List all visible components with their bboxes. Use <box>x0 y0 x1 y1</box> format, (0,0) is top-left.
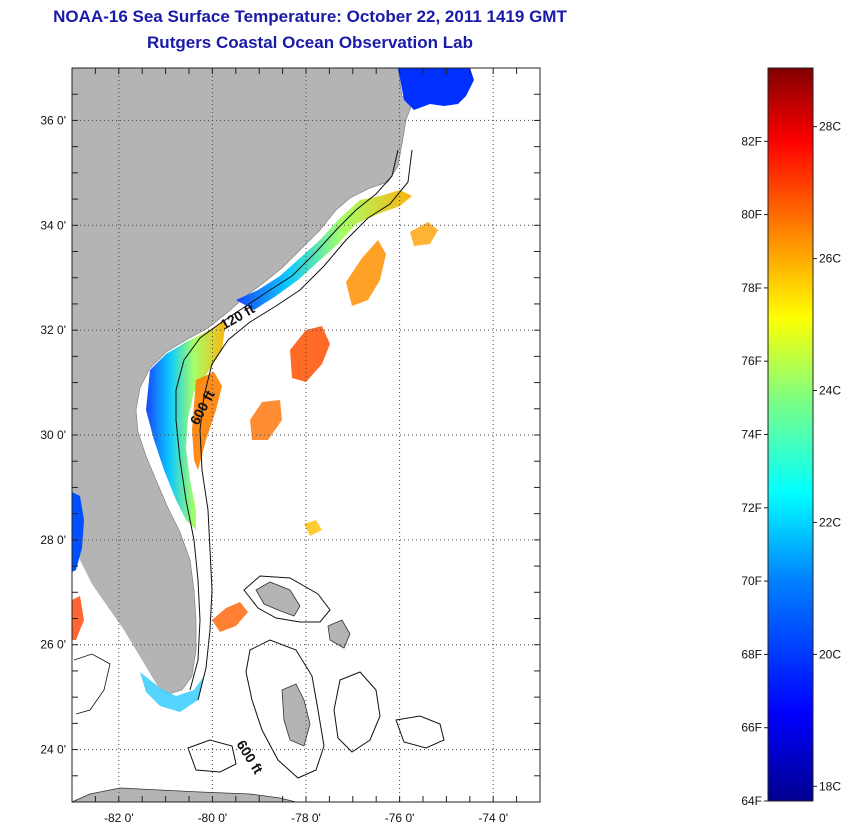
lon-tick-label: -78 0' <box>291 811 321 825</box>
colorbar-c-label: 18C <box>819 779 841 793</box>
colorbar-c-label: 22C <box>819 515 841 529</box>
isobath-120ft <box>175 149 399 691</box>
isobath-600ft <box>197 149 413 701</box>
colorbar-f-label: 82F <box>741 134 762 148</box>
bahamas-isobath <box>243 575 331 623</box>
colorbar-f-label: 78F <box>741 281 762 295</box>
colorbar-c-label: 28C <box>819 120 841 134</box>
cold-water-patch <box>398 68 474 110</box>
colorbar-c-label: 20C <box>819 647 841 661</box>
bahamas-land <box>255 581 301 617</box>
gulf-water <box>72 540 160 700</box>
map-frame <box>71 67 541 803</box>
lon-tick-label: -80 0' <box>198 811 228 825</box>
colorbar-f-label: 70F <box>741 574 762 588</box>
lat-tick-label: 32 0' <box>40 323 66 337</box>
cuba-land <box>72 787 297 802</box>
warm-patch <box>410 222 438 246</box>
lon-tick-label: -74 0' <box>478 811 508 825</box>
map-title: NOAA-16 Sea Surface Temperature: October… <box>53 7 567 26</box>
colorbar-f-label: 76F <box>741 354 762 368</box>
colorbar-c-label: 26C <box>819 252 841 266</box>
warm-patch <box>212 602 248 632</box>
lat-tick-label: 30 0' <box>40 428 66 442</box>
gulf-stream-warm <box>192 372 222 470</box>
colorbar-f-label: 80F <box>741 208 762 222</box>
lat-tick-label: 26 0' <box>40 638 66 652</box>
bahamas-isobath <box>187 739 237 773</box>
lat-tick-label: 24 0' <box>40 743 66 757</box>
warm-patch <box>346 240 386 306</box>
bahamas-isobath <box>395 715 445 749</box>
lat-tick-label: 36 0' <box>40 113 66 127</box>
bahamas-isobath <box>333 671 381 753</box>
colorbar-f-label: 72F <box>741 501 762 515</box>
colorbar-f-label: 64F <box>741 794 762 808</box>
lon-tick-label: -76 0' <box>385 811 415 825</box>
colorbar-f-label: 74F <box>741 428 762 442</box>
florida-bay-isobath <box>73 653 111 715</box>
colorbar-f-label: 68F <box>741 647 762 661</box>
map-subtitle: Rutgers Coastal Ocean Observation Lab <box>147 33 473 52</box>
colorbar-c-label: 24C <box>819 384 841 398</box>
colorbar-labels: 64F 66F 68F 70F 72F 74F 76F 78F 80F 82F 18C 20C 22C 2… <box>741 120 841 808</box>
bahamas-land <box>327 619 351 649</box>
warm-patch <box>250 400 282 440</box>
florida-coastal-sst <box>146 320 226 530</box>
warm-patch <box>290 326 330 382</box>
coastal-sst-band <box>236 190 412 310</box>
axis-ticks: -82 0' -80 0' -78 0' -76 0' -74 0' 24 0' 26 0'… <box>40 67 541 825</box>
lat-tick-label: 34 0' <box>40 218 66 232</box>
colorbar-f-label: 66F <box>741 721 762 735</box>
bahamas-land <box>281 683 311 747</box>
lat-tick-label: 28 0' <box>40 533 66 547</box>
gulf-coast-sst <box>72 492 84 572</box>
colorbar <box>767 67 814 802</box>
lon-tick-label: -82 0' <box>104 811 134 825</box>
keys-sst <box>140 672 204 712</box>
bahamas-isobath <box>245 639 325 779</box>
warm-patch <box>304 520 322 536</box>
